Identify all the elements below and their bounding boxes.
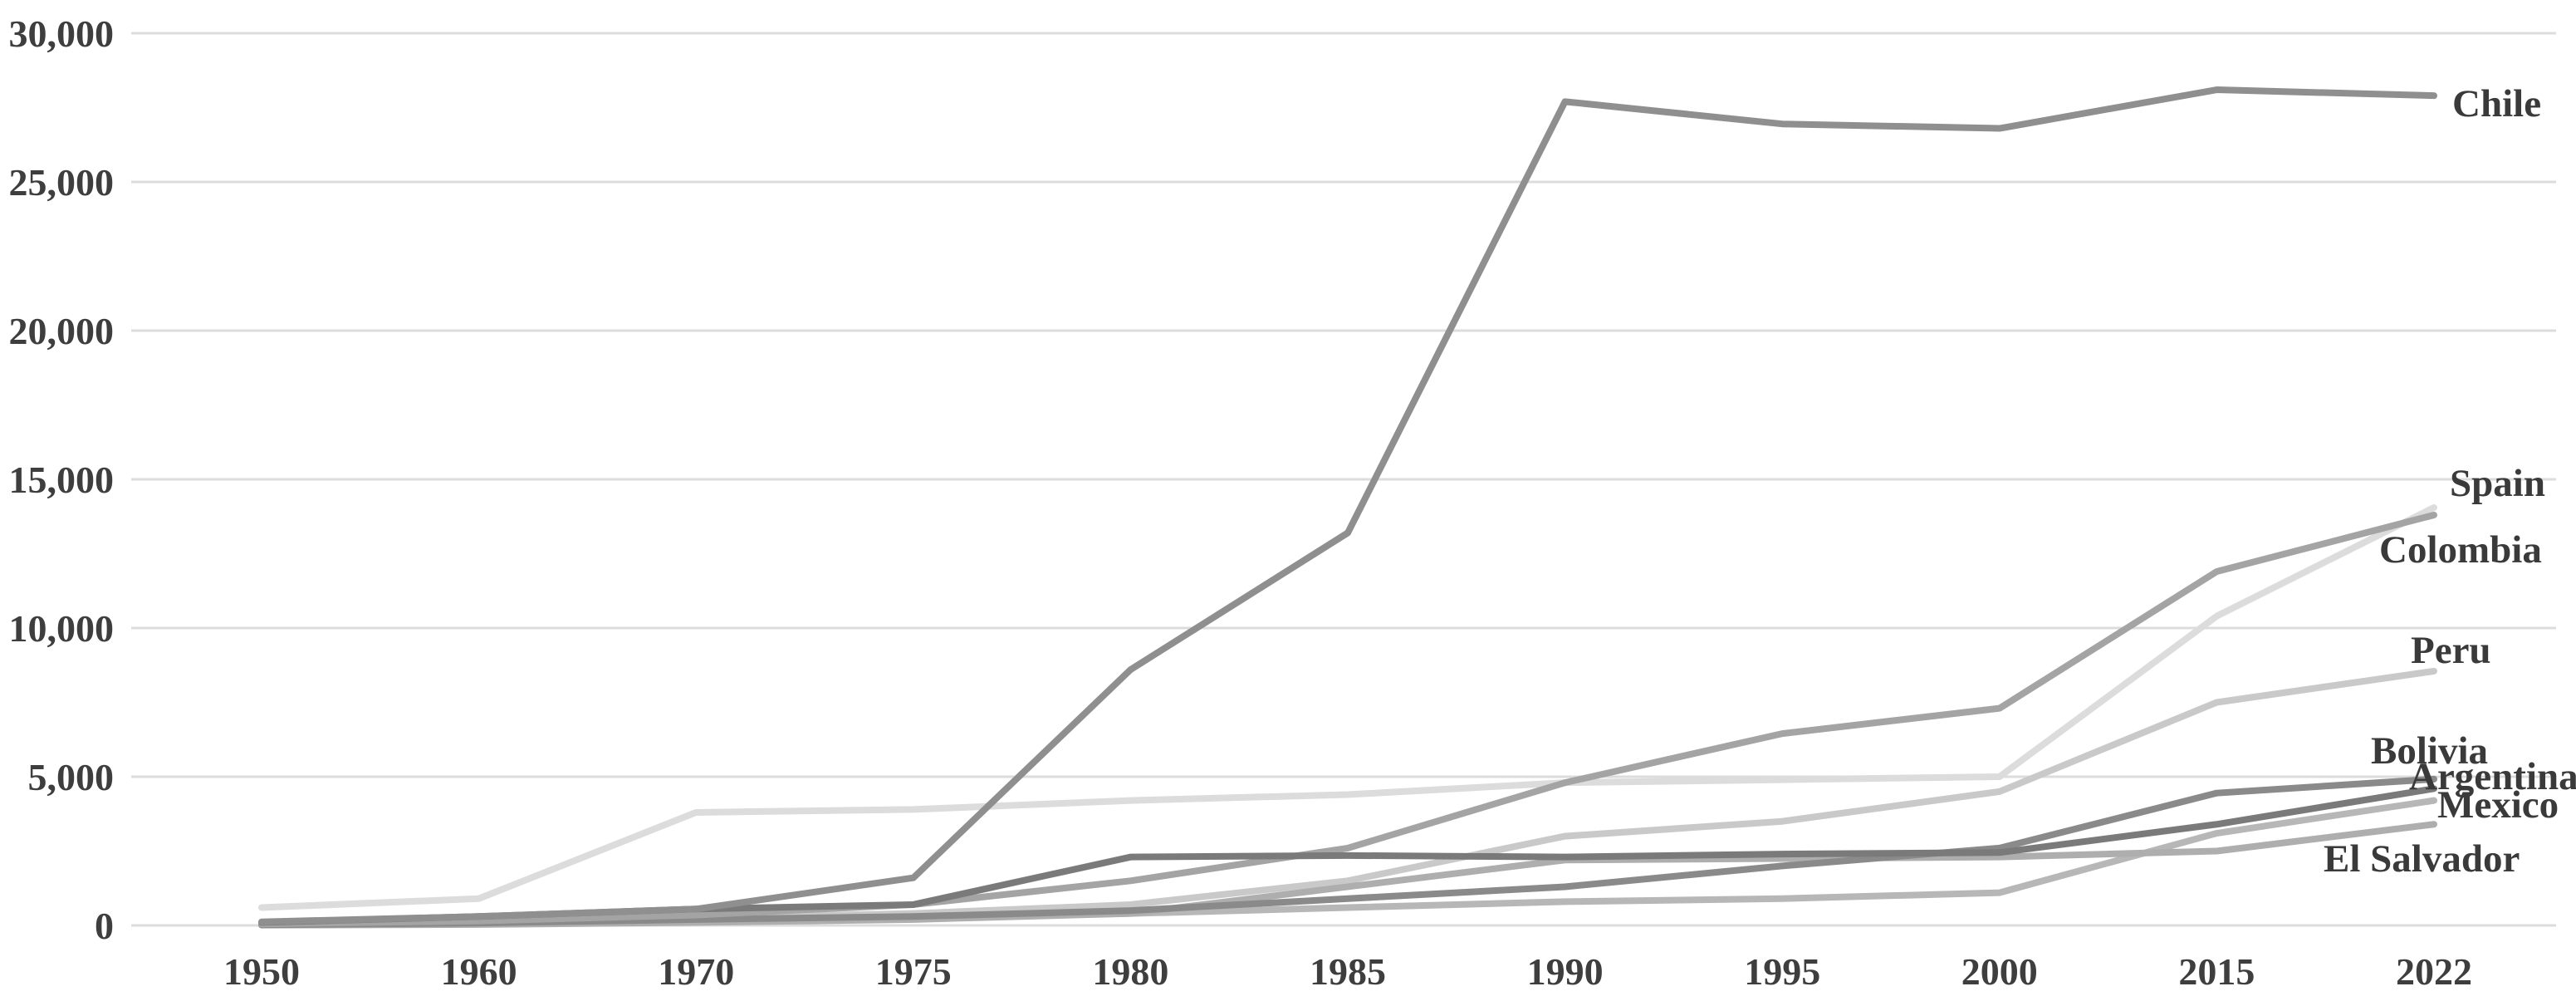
x-axis-tick-label: 2022 <box>2396 950 2472 993</box>
x-axis-tick-label: 2015 <box>2178 950 2255 993</box>
x-axis-tick-label: 1970 <box>658 950 734 993</box>
series-label-colombia: Colombia <box>2379 528 2542 572</box>
y-axis-tick-label: 10,000 <box>9 607 115 650</box>
series-line-bolivia <box>258 775 2437 929</box>
y-axis-tick-label: 20,000 <box>9 310 115 352</box>
series-label-spain: Spain <box>2450 462 2545 505</box>
x-axis-tick-label: 1990 <box>1527 950 1604 993</box>
x-axis-tick-label: 1950 <box>223 950 300 993</box>
series-label-mexico: Mexico <box>2437 783 2559 827</box>
x-axis-tick-label: 1985 <box>1310 950 1386 993</box>
y-axis-tick-label: 30,000 <box>9 12 115 55</box>
series-line-chile <box>258 86 2437 925</box>
series-line-colombia <box>258 511 2437 928</box>
series-label-argentina: Argentina <box>2409 755 2576 798</box>
x-axis-tick-label: 1960 <box>441 950 517 993</box>
x-axis-tick-label: 1995 <box>1744 950 1820 993</box>
y-axis-tick-label: 15,000 <box>9 459 115 501</box>
series-line-spain <box>258 504 2437 911</box>
y-axis-tick-label: 5,000 <box>28 756 115 798</box>
y-axis-tick-label: 0 <box>95 905 114 947</box>
series-label-el-salvador: El Salvador <box>2324 837 2520 881</box>
series-label-bolivia: Bolivia <box>2371 729 2488 773</box>
series-label-peru: Peru <box>2411 629 2491 672</box>
series-label-chile: Chile <box>2452 82 2541 125</box>
x-axis-tick-label: 1975 <box>875 950 952 993</box>
x-axis-tick-label: 2000 <box>1961 950 2038 993</box>
x-axis-tick-label: 1980 <box>1092 950 1168 993</box>
y-axis-tick-label: 25,000 <box>9 161 115 204</box>
